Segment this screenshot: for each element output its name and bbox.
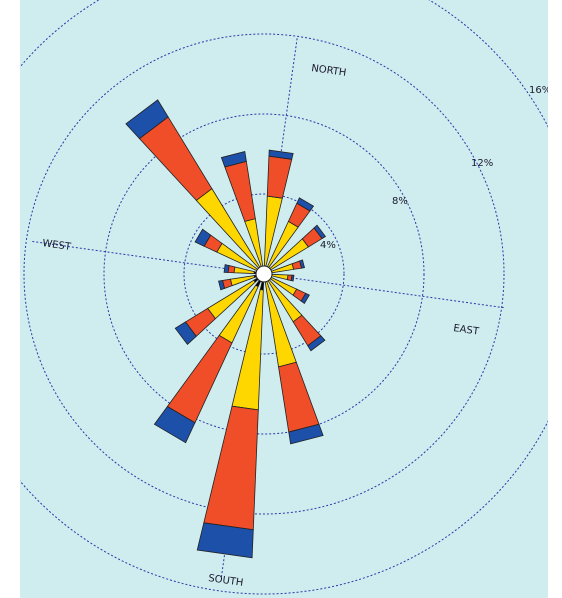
petal-202.5-band-3 [153, 405, 196, 444]
east-label: EAST [453, 323, 481, 338]
petal-180-band-0 [259, 281, 265, 291]
east-axis [271, 274, 506, 309]
petal-247.5-band-3 [218, 280, 226, 291]
wind-rose-chart: NORTH EAST SOUTH WEST 4% 8% 12% 16% [20, 0, 548, 598]
ring-label-8: 8% [392, 196, 408, 207]
west-axis [32, 240, 257, 274]
petals-group [125, 99, 327, 559]
petal-157.5-band-3 [288, 423, 324, 445]
ring-label-12: 12% [471, 158, 493, 169]
labels-group: NORTH EAST SOUTH WEST 4% 8% 12% 16% [42, 63, 548, 589]
petal-180-band-3 [196, 522, 254, 559]
petal-180-band-2 [203, 405, 259, 531]
ring-8 [103, 113, 425, 435]
axes-group [32, 38, 506, 580]
rings-group [20, 0, 548, 595]
petal-202.5-band-2 [166, 334, 233, 424]
petal-135-band-3 [307, 335, 326, 352]
petal-360-band-2 [266, 155, 293, 199]
petal-157.5-band-2 [278, 361, 320, 433]
petal-225-band-3 [174, 321, 197, 345]
petal-90-band-3 [290, 274, 295, 282]
petal-360-band-3 [268, 149, 294, 160]
petal-292.5-band-3 [194, 228, 212, 247]
petal-337.5-band-3 [220, 150, 247, 168]
petal-337.5-band-2 [224, 160, 256, 222]
wind-rose-svg: NORTH EAST SOUTH WEST 4% 8% 12% 16% [20, 0, 548, 595]
ring-4 [183, 193, 345, 355]
north-label: NORTH [311, 63, 347, 79]
ring-label-4: 4% [320, 240, 336, 251]
calm-circle [255, 265, 273, 283]
west-label: WEST [42, 238, 73, 253]
petal-315-band-3 [125, 99, 169, 140]
ring-12 [23, 33, 505, 515]
petal-112.5-band-3 [300, 292, 310, 305]
south-label: SOUTH [208, 573, 244, 589]
ring-label-16: 16% [529, 85, 548, 96]
petal-67.5-band-3 [299, 259, 306, 269]
petal-22.5-band-3 [296, 197, 315, 212]
petal-270-band-3 [223, 264, 230, 273]
petal-45-band-3 [313, 224, 327, 240]
